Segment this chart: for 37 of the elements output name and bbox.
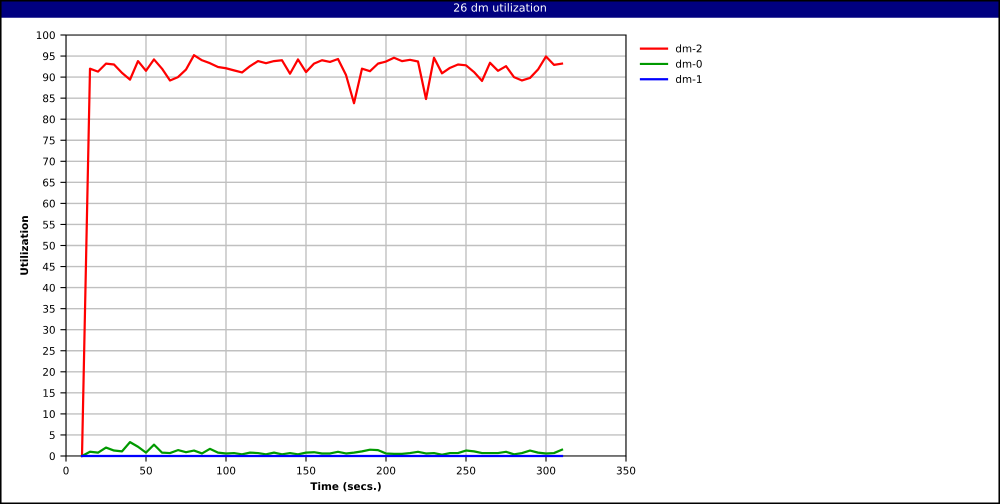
x-tick-label: 200 (376, 466, 396, 474)
x-tick-label: 250 (456, 466, 476, 474)
y-tick-label: 100 (36, 31, 55, 40)
y-tick-label: 20 (43, 368, 55, 376)
y-tick-label: 0 (50, 452, 55, 460)
legend-label: dm-2 (676, 44, 702, 52)
x-tick-label: 0 (63, 466, 69, 474)
x-tick-label: 50 (140, 466, 152, 474)
y-tick-label: 40 (42, 284, 55, 292)
legend-label: dm-1 (676, 74, 702, 84)
chart-title: 26 dm utilization (454, 3, 546, 12)
y-tick-label: 45 (42, 262, 55, 271)
line-series (80, 440, 564, 458)
x-axis-title: Time (secs.) (310, 482, 381, 492)
y-tick-label: 75 (43, 136, 55, 144)
y-tick-label: 25 (43, 346, 55, 355)
legend-label: dm-0 (676, 60, 702, 68)
y-tick-label: 35 (43, 304, 55, 313)
y-tick-label: 5 (50, 431, 55, 440)
y-axis-title: Utilization (20, 216, 28, 275)
x-tick-label: 300 (536, 466, 556, 474)
y-tick-label: 10 (43, 410, 55, 418)
y-tick-label: 70 (43, 158, 55, 166)
y-tick-label: 65 (43, 178, 55, 186)
y-tick-label: 95 (42, 52, 55, 60)
y-tick-label: 80 (43, 115, 55, 124)
x-tick-label: 150 (297, 466, 316, 474)
x-tick-label: 100 (217, 466, 236, 474)
y-tick-label: 15 (43, 389, 55, 397)
y-tick-label: 30 (43, 326, 55, 334)
x-tick-label: 350 (616, 466, 636, 474)
line-series (80, 54, 564, 458)
y-tick-label: 55 (43, 220, 55, 229)
y-tick-label: 85 (43, 94, 55, 102)
y-tick-label: 90 (42, 73, 55, 82)
y-tick-label: 60 (43, 200, 55, 208)
y-tick-label: 50 (43, 242, 55, 250)
